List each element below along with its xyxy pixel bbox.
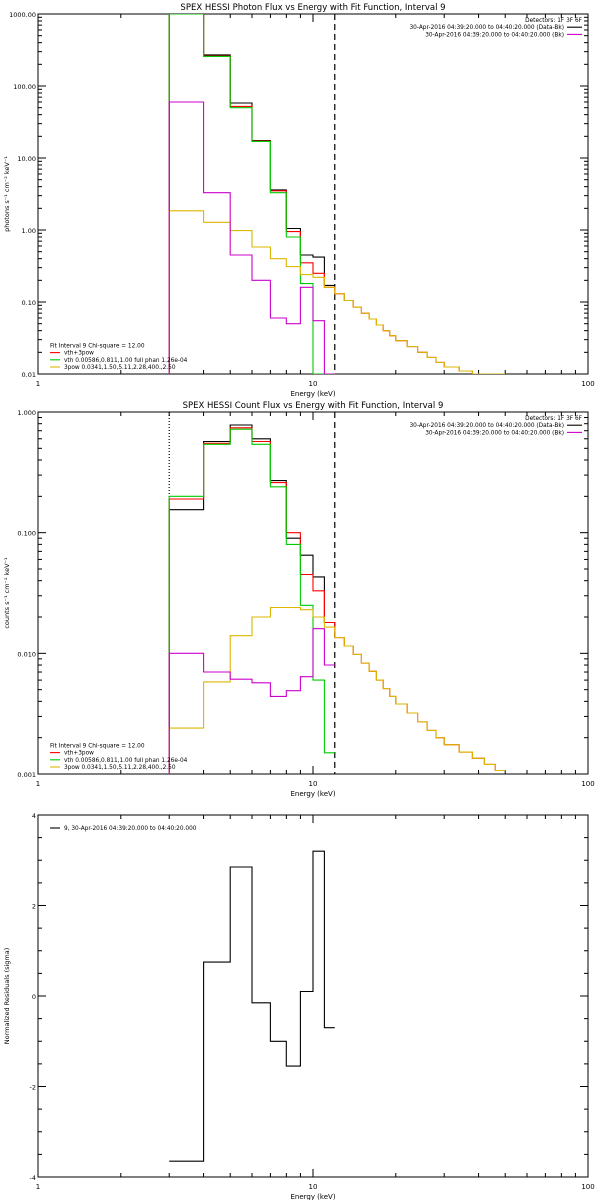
y-tick-label: 4 [32, 812, 36, 820]
legend-top-right-entry: 30-Apr-2016 04:39:20.000 to 04:40:20.000… [409, 423, 564, 429]
y-axis-label: counts s⁻¹ cm⁻² keV⁻¹ [3, 557, 11, 629]
legend-bottom-left-entry: 3pow 0.0341,1.50,5.11,2.28,400.,2.50 [64, 365, 176, 371]
y-tick-label: 0 [32, 993, 36, 1001]
y-tick-label: 0.10 [22, 299, 36, 307]
x-tick-label: 100 [581, 380, 594, 388]
legend-bottom-left-entry: vth 0.00586,0.811,1.00 full phan 1.26e-0… [64, 358, 188, 364]
chart-title: SPEX HESSI Count Flux vs Energy with Fit… [183, 401, 444, 411]
y-tick-label: 0.01 [22, 371, 36, 379]
series-yellow-line [168, 606, 506, 774]
series-red-line [168, 427, 506, 774]
series-red-line [168, 14, 506, 374]
legend-bottom-left-entry: Fit Interval 9 Chi-square = 12.00 [50, 343, 145, 349]
x-axis-label: Energy (keV) [290, 790, 335, 798]
y-tick-label: -4 [30, 1174, 36, 1182]
series-green-line [168, 14, 335, 374]
legend-top-right-entry: 30-Apr-2016 04:39:20.000 to 04:40:20.000… [425, 430, 564, 436]
y-axis-label: Normalized Residuals (sigma) [3, 948, 11, 1045]
legend-top-right-entry: Detectors: 1F 3F 6F [525, 416, 582, 422]
x-tick-label: 1 [36, 380, 40, 388]
plot-frame [37, 411, 589, 775]
x-tick-label: 1 [36, 780, 40, 788]
series-group [168, 14, 506, 374]
y-tick-label: 100.00 [13, 83, 36, 91]
series-magenta-line [168, 628, 335, 774]
y-axis-label: photons s⁻¹ cm⁻² keV⁻¹ [3, 156, 11, 232]
series-black-line [169, 850, 335, 1162]
y-tick-label: -2 [30, 1084, 36, 1092]
x-tick-label: 1 [36, 1183, 40, 1191]
x-tick-label: 10 [309, 380, 318, 388]
legend-bottom-left-entry: vth 0.00586,0.811,1.00 full phan 1.26e-0… [64, 758, 188, 764]
legend-top-right-entry: Detectors: 1F 3F 6F [525, 18, 582, 24]
y-tick-label: 0.100 [17, 530, 36, 538]
legend-bottom-left-entry: 3pow 0.0341,1.50,5.11,2.28,400.,2.50 [64, 765, 176, 771]
chart-panel-2: SPEX HESSI Count Flux vs Energy with Fit… [3, 401, 595, 798]
x-tick-label: 100 [581, 1183, 594, 1191]
y-tick-label: 10.00 [17, 155, 36, 163]
x-tick-label: 100 [581, 780, 594, 788]
x-axis-label: Energy (keV) [290, 1193, 335, 1200]
y-tick-label: 1.000 [17, 409, 36, 417]
chart-panel-3: 1 10 100 Energy (keV) -4 -2 0 2 4 Normalized Resi… [3, 812, 595, 1200]
legend-top-left-entry: 9, 30-Apr-2016 04:39:20.000 to 04:40:20.… [64, 826, 197, 832]
legend-top-right-entry: 30-Apr-2016 04:39:20.000 to 04:40:20.000… [409, 25, 564, 31]
legend-bottom-left-entry: vth+3pow [64, 351, 94, 357]
y-tick-label: 0.001 [17, 771, 36, 779]
legend-top-right-entry: 30-Apr-2016 04:39:20.000 to 04:40:20.000… [425, 32, 564, 38]
x-axis-label: Energy (keV) [290, 390, 335, 398]
chart-title: SPEX HESSI Photon Flux vs Energy with Fi… [180, 3, 445, 13]
legend-bottom-left-entry: vth+3pow [64, 751, 94, 757]
y-tick-label: 0.010 [17, 650, 36, 658]
chart-panel-1: SPEX HESSI Photon Flux vs Energy with Fi… [3, 3, 595, 398]
y-tick-label: 1000.00 [9, 11, 36, 19]
x-tick-label: 10 [309, 1183, 318, 1191]
series-magenta-line [168, 101, 335, 374]
x-tick-label: 10 [309, 780, 318, 788]
series-green-line [168, 428, 335, 774]
series-black-line [168, 14, 335, 374]
y-tick-label: 2 [32, 903, 36, 911]
y-tick-label: 1.00 [22, 227, 36, 235]
legend-bottom-left-entry: Fit Interval 9 Chi-square = 12.00 [50, 743, 145, 749]
series-yellow-line [168, 210, 506, 374]
series-group [169, 850, 335, 1162]
series-black-line [168, 424, 335, 774]
series-group [168, 424, 506, 774]
